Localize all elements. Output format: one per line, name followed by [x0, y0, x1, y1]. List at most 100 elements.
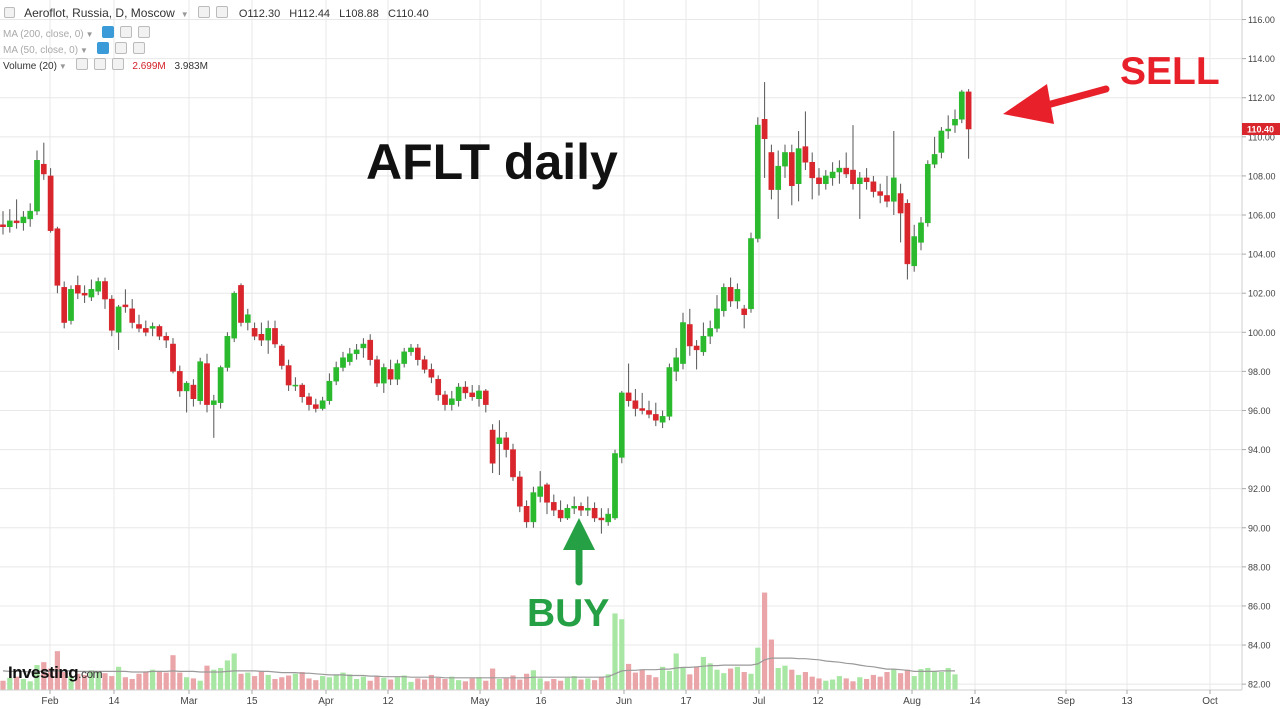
settings-icon[interactable]	[93, 58, 106, 70]
candle	[809, 152, 816, 200]
volume-bar	[415, 678, 421, 690]
volume-bar	[809, 676, 815, 690]
candle-body-up	[890, 177, 897, 202]
volume-bar	[857, 677, 863, 690]
candle	[856, 172, 863, 219]
y-tick-label: 114.00	[1248, 54, 1275, 64]
volume-bar	[333, 674, 339, 690]
volume-bar	[170, 655, 176, 690]
visibility-icon[interactable]	[75, 58, 88, 70]
candle	[707, 320, 714, 345]
candle	[686, 308, 693, 356]
ohlc-high: H112.44	[289, 8, 331, 20]
candle	[680, 312, 686, 370]
volume-bar	[27, 681, 33, 690]
volume-bar	[14, 676, 20, 690]
volume-bar	[483, 680, 489, 690]
volume-bar	[68, 676, 74, 690]
chevron-down-icon[interactable]: ▼	[80, 46, 88, 55]
visibility-icon[interactable]	[102, 26, 115, 38]
candle	[890, 130, 897, 216]
sell-annotation: SELL	[1003, 50, 1220, 124]
candle-body-down	[272, 328, 278, 345]
volume-bar	[843, 678, 849, 690]
volume-bar	[367, 680, 373, 690]
volume-bar	[564, 677, 570, 690]
candle	[421, 355, 428, 374]
candle	[734, 283, 741, 309]
candle	[598, 508, 605, 534]
volume-bar	[252, 676, 258, 690]
candle-body-up	[714, 308, 720, 329]
settings-icon[interactable]	[197, 6, 210, 18]
chevron-down-icon[interactable]: ▼	[180, 10, 189, 19]
close-icon[interactable]	[132, 42, 145, 54]
volume-bar	[449, 676, 455, 690]
candle	[54, 226, 61, 294]
candle-body-up	[918, 222, 924, 243]
volume-bar	[272, 678, 278, 690]
candle-body-up	[782, 152, 788, 167]
visibility-icon[interactable]	[96, 42, 109, 54]
volume-bar	[891, 669, 897, 690]
volume-bar	[129, 678, 135, 690]
close-icon[interactable]	[138, 26, 151, 38]
candle	[442, 390, 448, 411]
candle	[469, 385, 476, 401]
candle	[401, 347, 408, 368]
candle	[34, 150, 40, 216]
y-tick-label: 92.00	[1248, 484, 1271, 494]
volume-bar	[354, 678, 360, 690]
collapse-icon[interactable]	[4, 7, 15, 18]
volume-bar	[660, 666, 666, 690]
candle	[965, 89, 972, 159]
volume-value: 2.699M	[132, 61, 166, 72]
candle	[428, 363, 435, 384]
candle	[503, 431, 510, 458]
candle-body-up	[707, 328, 714, 337]
candle-body-down	[489, 429, 496, 464]
candle-body-up	[197, 361, 204, 401]
candle-body-up	[210, 400, 217, 405]
candle	[183, 381, 190, 413]
volume-bar	[639, 669, 645, 690]
candle-body-up	[34, 160, 40, 212]
candle	[115, 304, 122, 350]
candle	[530, 486, 537, 528]
volume-bar	[224, 660, 230, 690]
candle	[958, 89, 965, 124]
volume-bar	[286, 675, 292, 690]
candle-body-down	[904, 203, 911, 265]
volume-bar	[918, 669, 924, 690]
volume-bar	[265, 674, 271, 690]
candle	[612, 449, 618, 520]
ma50-indicator: MA (50, close, 0) ▼	[3, 42, 151, 56]
chevron-down-icon[interactable]: ▼	[85, 30, 94, 39]
candle	[700, 322, 707, 356]
chevron-down-icon[interactable]: ▼	[58, 62, 67, 71]
candle-body-up	[530, 492, 537, 523]
settings-icon[interactable]	[114, 42, 127, 54]
candle	[537, 471, 544, 503]
settings-icon[interactable]	[120, 26, 133, 38]
candle-body-up	[659, 416, 666, 423]
candle	[272, 320, 278, 348]
candle-body-down	[550, 502, 557, 511]
volume-bar	[496, 678, 502, 690]
candle	[850, 125, 856, 190]
candle-body-up	[618, 392, 625, 458]
y-tick-label: 106.00	[1248, 211, 1276, 221]
candle-body-down	[13, 220, 20, 224]
candle-body-up	[224, 335, 231, 368]
candle-body-down	[47, 175, 54, 231]
close-icon[interactable]	[111, 58, 124, 70]
close-icon[interactable]	[215, 6, 228, 18]
candle	[394, 359, 401, 386]
candle-body-down	[503, 437, 510, 450]
candle-body-down	[625, 392, 632, 401]
candle	[652, 402, 659, 427]
candle-body-up	[829, 171, 836, 179]
volume-bar	[741, 672, 747, 690]
candle	[217, 365, 224, 409]
